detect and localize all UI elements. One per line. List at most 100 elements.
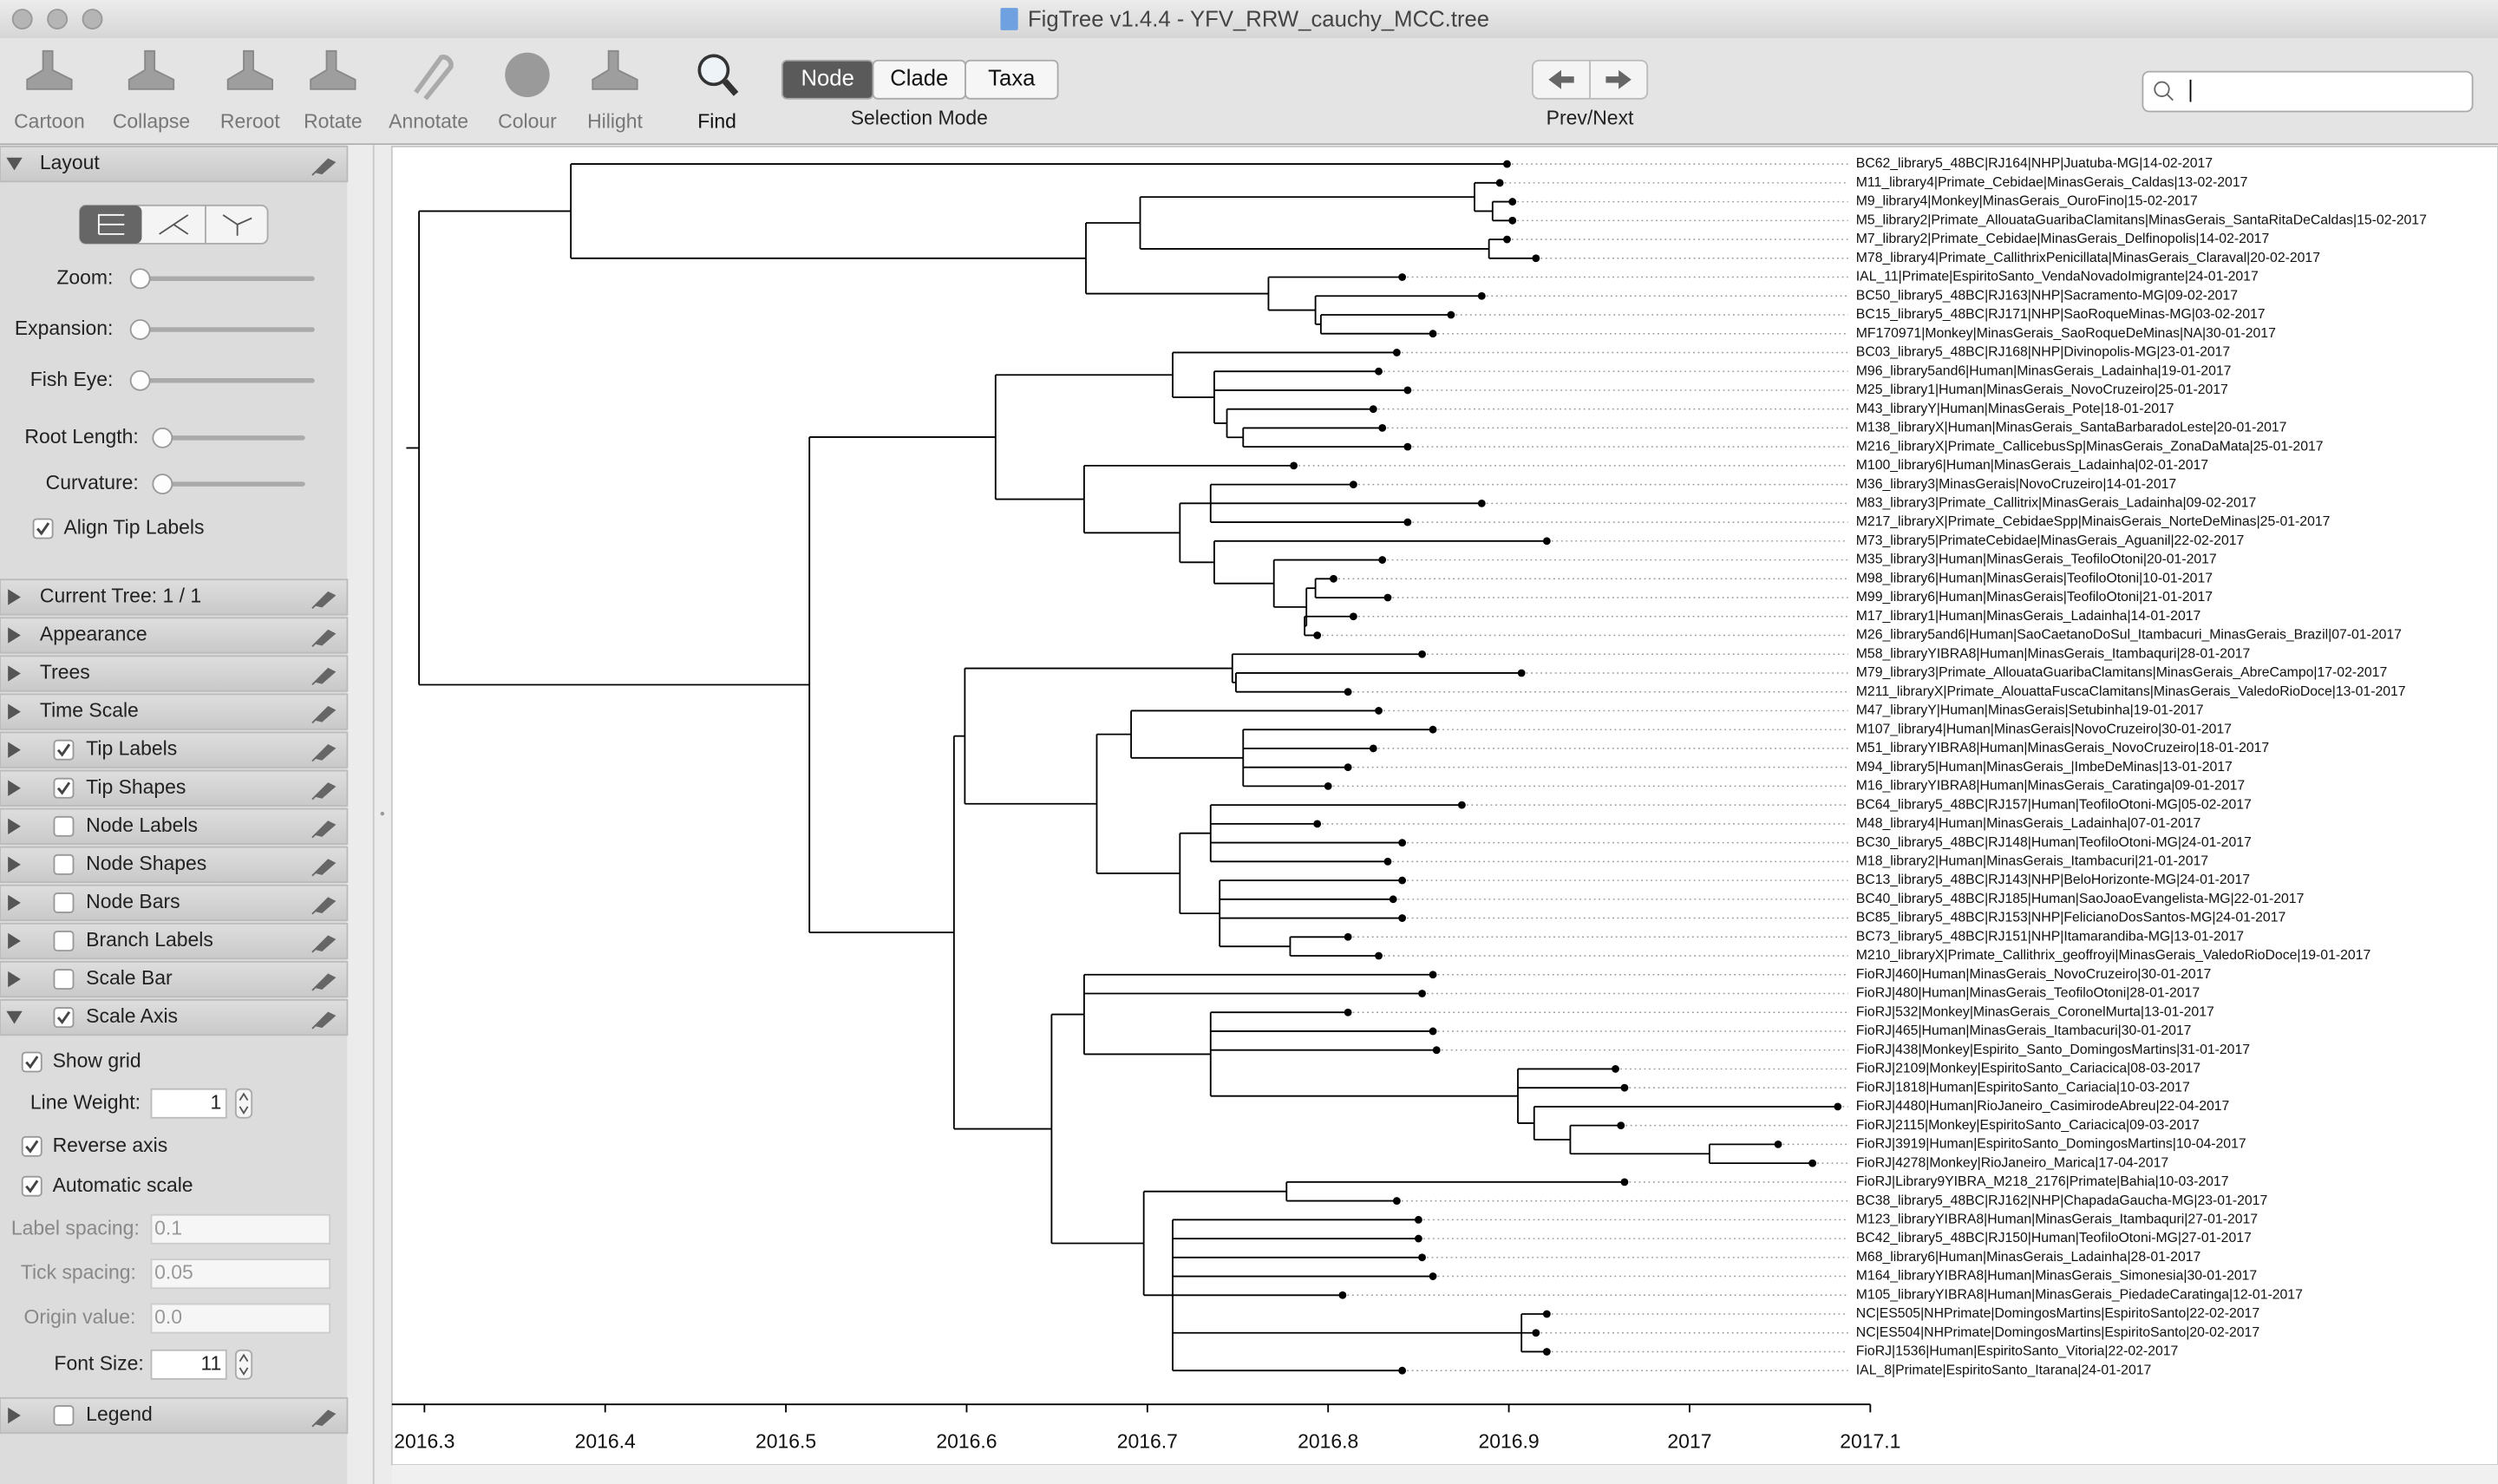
zoom-button[interactable] [82, 9, 103, 29]
tip-label[interactable]: FioRJ|1818|Human|EspiritoSanto_Cariacia|… [1856, 1080, 2190, 1095]
tip-label[interactable]: M79_library3|Primate_AllouataGuaribaClam… [1856, 665, 2387, 680]
layout-header[interactable] [0, 145, 349, 183]
tip-label[interactable]: MF170971|Monkey|MinasGerais_SaoRoqueDeMi… [1856, 326, 2276, 341]
tip-label[interactable]: M217_libraryX|Primate_CebidaeSpp|MinaisG… [1856, 514, 2331, 529]
tip-label[interactable]: M7_library2|Primate_Cebidae|MinasGerais_… [1856, 232, 2269, 246]
slider-knob[interactable] [129, 369, 151, 391]
slider-knob[interactable] [152, 427, 173, 448]
spinner-stepper[interactable] [234, 1088, 253, 1119]
search-field[interactable] [2142, 70, 2474, 113]
tip-label[interactable]: FioRJ|4480|Human|RioJaneiro_CasimirodeAb… [1856, 1099, 2230, 1114]
section-header[interactable] [0, 998, 349, 1036]
section-header[interactable] [0, 617, 349, 654]
slider-knob[interactable] [152, 474, 173, 495]
tip-label[interactable]: M99_library6|Human|MinasGerais|TeofiloOt… [1856, 590, 2213, 605]
slider-knob[interactable] [129, 268, 151, 290]
tip-label[interactable]: M98_library6|Human|MinasGerais|TeofiloOt… [1856, 571, 2213, 585]
slider-knob[interactable] [129, 319, 151, 340]
tip-label[interactable]: BC62_library5_48BC|RJ164|NHP|Juatuba-MG|… [1856, 156, 2213, 171]
tip-label[interactable]: M123_libraryYIBRA8|Human|MinasGerais_Ita… [1856, 1212, 2258, 1226]
section-checkbox[interactable] [53, 969, 75, 990]
tip-label[interactable]: M100_library6|Human|MinasGerais_Ladainha… [1856, 458, 2208, 473]
section-checkbox[interactable] [53, 1007, 75, 1029]
radial-icon[interactable] [222, 214, 252, 236]
tip-label[interactable]: BC30_library5_48BC|RJ148|Human|TeofiloOt… [1856, 835, 2252, 850]
tip-label[interactable]: M78_library4|Primate_CallithrixPenicilla… [1856, 251, 2320, 265]
tip-label[interactable]: M105_libraryYIBRA8|Human|MinasGerais_Pie… [1856, 1287, 2303, 1302]
tip-label[interactable]: FioRJ|480|Human|MinasGerais_TeofiloOtoni… [1856, 986, 2200, 1001]
tip-label[interactable]: FioRJ|1536|Human|EspiritoSanto_Vitoria|2… [1856, 1344, 2178, 1359]
section-header[interactable] [0, 579, 349, 616]
tip-label[interactable]: BC42_library5_48BC|RJ150|Human|TeofiloOt… [1856, 1231, 2252, 1245]
tip-label[interactable]: M96_library5and6|Human|MinasGerais_Ladai… [1856, 363, 2232, 378]
section-header[interactable] [0, 693, 349, 730]
checkbox[interactable] [21, 1135, 43, 1157]
tip-label[interactable]: M94_library5|Human|MinasGerais_|ImbeDeMi… [1856, 760, 2233, 775]
tip-label[interactable]: BC64_library5_48BC|RJ157|Human|TeofiloOt… [1856, 797, 2252, 812]
section-checkbox[interactable] [53, 1405, 75, 1426]
tip-label[interactable]: M138_libraryX|Human|MinasGerais_SantaBar… [1856, 421, 2287, 435]
tip-label[interactable]: M107_library4|Human|MinasGerais|NovoCruz… [1856, 722, 2232, 736]
tip-label[interactable]: BC15_library5_48BC|RJ171|NHP|SaoRoqueMin… [1856, 307, 2266, 322]
tip-label[interactable]: M11_library4|Primate_Cebidae|MinasGerais… [1856, 175, 2248, 190]
tip-label[interactable]: BC38_library5_48BC|RJ162|NHP|ChapadaGauc… [1856, 1193, 2267, 1208]
tip-label[interactable]: M17_library1|Human|MinasGerais_Ladainha|… [1856, 609, 2201, 624]
tip-label[interactable]: FioRJ|465|Human|MinasGerais_Itambacuri|3… [1856, 1023, 2192, 1038]
tip-label[interactable]: M18_library2|Human|MinasGerais_Itambacur… [1856, 854, 2208, 869]
tip-label[interactable]: FioRJ|Library9YIBRA_M218_2176|Primate|Ba… [1856, 1174, 2229, 1189]
tip-label[interactable]: M16_libraryYIBRA8|Human|MinasGerais_Cara… [1856, 779, 2245, 794]
tip-label[interactable]: M164_libraryYIBRA8|Human|MinasGerais_Sim… [1856, 1269, 2257, 1284]
selection-mode-button[interactable] [965, 59, 1059, 100]
tip-label[interactable]: BC13_library5_48BC|RJ143|NHP|BeloHorizon… [1856, 873, 2250, 887]
tip-label[interactable]: M83_library3|Primate_Callitrix|MinasGera… [1856, 496, 2257, 511]
tip-label[interactable]: FioRJ|2109|Monkey|EspiritoSanto_Cariacic… [1856, 1062, 2200, 1076]
checkbox[interactable] [21, 1175, 43, 1197]
section-header[interactable] [0, 960, 349, 998]
tip-label[interactable]: M36_library3|MinasGerais|NovoCruzeiro|14… [1856, 477, 2176, 492]
close-button[interactable] [11, 9, 33, 29]
tip-label[interactable]: FioRJ|2115|Monkey|EspiritoSanto_Cariacic… [1856, 1118, 2200, 1133]
checkbox[interactable] [32, 518, 54, 539]
tip-label[interactable]: IAL_11|Primate|EspiritoSanto_VendaNovado… [1856, 270, 2259, 284]
tip-label[interactable]: BC40_library5_48BC|RJ185|Human|SaoJoaoEv… [1856, 892, 2305, 906]
tip-label[interactable]: IAL_8|Primate|EspiritoSanto_Itarana|24-0… [1856, 1363, 2152, 1377]
tip-label[interactable]: M73_library5|PrimateCebidae|MinasGerais_… [1856, 533, 2245, 548]
checkbox[interactable] [21, 1051, 43, 1073]
tip-label[interactable]: BC73_library5_48BC|RJ151|NHP|Itamarandib… [1856, 929, 2244, 944]
tip-label[interactable]: FioRJ|532|Monkey|MinasGerais_CoronelMurt… [1856, 1004, 2214, 1019]
spinner-field[interactable] [150, 1088, 227, 1119]
section-checkbox[interactable] [53, 815, 75, 837]
section-checkbox[interactable] [53, 853, 75, 875]
tip-label[interactable]: M5_library2|Primate_AllouataGuaribaClami… [1856, 212, 2427, 227]
spinner-stepper[interactable] [234, 1349, 253, 1380]
tip-label[interactable]: FioRJ|3919|Human|EspiritoSanto_DomingosM… [1856, 1137, 2246, 1152]
tip-label[interactable]: BC85_library5_48BC|RJ153|NHP|FelicianoDo… [1856, 911, 2285, 925]
splitter[interactable] [347, 145, 392, 1484]
tip-label[interactable]: BC03_library5_48BC|RJ168|NHP|Divinopolis… [1856, 345, 2230, 360]
tip-label[interactable]: M48_library4|Human|MinasGerais_Ladainha|… [1856, 816, 2201, 831]
minimize-button[interactable] [47, 9, 69, 29]
tip-label[interactable]: NC|ES504|NHPrimate|DomingosMartins|Espir… [1856, 1325, 2259, 1340]
section-checkbox[interactable] [53, 739, 75, 761]
tip-label[interactable]: BC50_library5_48BC|RJ163|NHP|Sacramento-… [1856, 288, 2238, 303]
tip-label[interactable]: FioRJ|4278|Monkey|RioJaneiro_Marica|17-0… [1856, 1155, 2168, 1170]
tip-label[interactable]: M51_libraryYIBRA8|Human|MinasGerais_Novo… [1856, 741, 2269, 755]
tip-label[interactable]: M216_libraryX|Primate_CallicebusSp|Minas… [1856, 439, 2324, 454]
tip-label[interactable]: M26_library5and6|Human|SaoCaetanoDoSul_I… [1856, 628, 2402, 643]
section-header[interactable] [0, 655, 349, 692]
section-checkbox[interactable] [53, 931, 75, 951]
tip-label[interactable]: M25_library1|Human|MinasGerais_NovoCruze… [1856, 382, 2228, 397]
tip-label[interactable]: M43_libraryY|Human|MinasGerais_Pote|18-0… [1856, 402, 2174, 416]
section-checkbox[interactable] [53, 777, 75, 799]
section-header[interactable] [0, 1396, 349, 1435]
tip-label[interactable]: M211_libraryX|Primate_AlouattaFuscaClami… [1856, 684, 2406, 699]
section-checkbox[interactable] [53, 892, 75, 913]
tip-label[interactable]: FioRJ|438|Monkey|Espirito_Santo_Domingos… [1856, 1043, 2250, 1057]
tip-label[interactable]: M58_libraryYIBRA8|Human|MinasGerais_Itam… [1856, 646, 2251, 661]
tip-label[interactable]: M68_library6|Human|MinasGerais_Ladainha|… [1856, 1250, 2201, 1265]
tip-label[interactable]: NC|ES505|NHPrimate|DomingosMartins|Espir… [1856, 1306, 2259, 1321]
tip-label[interactable]: M47_libraryY|Human|MinasGerais|Setubinha… [1856, 703, 2204, 718]
tip-label[interactable]: M35_library3|Human|MinasGerais_TeofiloOt… [1856, 552, 2217, 567]
tip-label[interactable]: M9_library4|Monkey|MinasGerais_OuroFino|… [1856, 194, 2198, 209]
spinner-field[interactable] [150, 1349, 227, 1380]
